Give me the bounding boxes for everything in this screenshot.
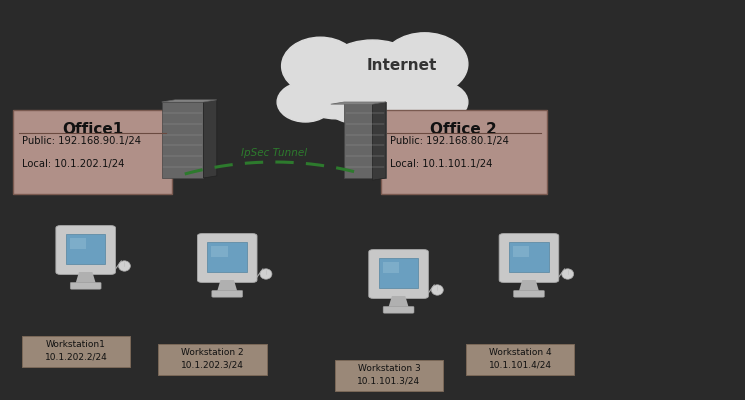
FancyBboxPatch shape (66, 234, 105, 264)
Ellipse shape (277, 82, 334, 122)
FancyBboxPatch shape (70, 282, 101, 289)
Text: IpSec Tunnel: IpSec Tunnel (241, 148, 307, 158)
FancyBboxPatch shape (208, 242, 247, 272)
Polygon shape (372, 102, 386, 180)
Text: Public: 192.168.80.1/24: Public: 192.168.80.1/24 (390, 136, 509, 146)
Text: Local: 10.1.101.1/24: Local: 10.1.101.1/24 (390, 159, 492, 169)
FancyBboxPatch shape (513, 290, 545, 297)
Ellipse shape (562, 269, 574, 279)
Text: Workstation 2
10.1.202.3/24: Workstation 2 10.1.202.3/24 (181, 348, 244, 370)
FancyBboxPatch shape (212, 246, 228, 257)
FancyBboxPatch shape (22, 336, 130, 367)
Text: Local: 10.1.202.1/24: Local: 10.1.202.1/24 (22, 159, 124, 169)
FancyBboxPatch shape (197, 234, 257, 282)
FancyBboxPatch shape (212, 290, 243, 297)
FancyBboxPatch shape (379, 258, 418, 288)
Polygon shape (331, 102, 386, 104)
Text: Office1: Office1 (62, 122, 124, 137)
Polygon shape (389, 296, 408, 307)
Polygon shape (218, 280, 237, 291)
FancyBboxPatch shape (56, 226, 115, 274)
FancyBboxPatch shape (158, 344, 267, 375)
FancyBboxPatch shape (510, 242, 548, 272)
Ellipse shape (299, 69, 371, 119)
FancyBboxPatch shape (335, 360, 443, 391)
Ellipse shape (431, 285, 443, 295)
Text: Internet: Internet (367, 58, 437, 74)
FancyBboxPatch shape (294, 88, 451, 115)
Text: Public: 192.168.90.1/24: Public: 192.168.90.1/24 (22, 136, 142, 146)
FancyBboxPatch shape (383, 306, 414, 313)
FancyBboxPatch shape (383, 262, 399, 273)
Polygon shape (162, 102, 203, 178)
Text: Workstation 3
10.1.101.3/24: Workstation 3 10.1.101.3/24 (358, 364, 420, 386)
Ellipse shape (381, 33, 468, 95)
FancyBboxPatch shape (513, 246, 530, 257)
FancyBboxPatch shape (466, 344, 574, 375)
FancyBboxPatch shape (13, 110, 172, 194)
Polygon shape (76, 272, 95, 283)
Ellipse shape (282, 37, 359, 95)
Ellipse shape (319, 40, 426, 116)
Ellipse shape (374, 69, 446, 119)
Polygon shape (519, 280, 539, 291)
Polygon shape (344, 102, 386, 178)
Text: Office 2: Office 2 (431, 122, 497, 137)
Ellipse shape (260, 269, 272, 279)
Ellipse shape (118, 261, 130, 271)
FancyBboxPatch shape (499, 234, 559, 282)
FancyBboxPatch shape (369, 250, 428, 298)
FancyBboxPatch shape (70, 238, 86, 249)
Polygon shape (162, 100, 217, 102)
FancyBboxPatch shape (381, 110, 547, 194)
Text: Workstation 4
10.1.101.4/24: Workstation 4 10.1.101.4/24 (489, 348, 551, 370)
Polygon shape (203, 100, 217, 178)
Ellipse shape (324, 82, 421, 126)
Text: Workstation1
10.1.202.2/24: Workstation1 10.1.202.2/24 (45, 340, 107, 362)
Ellipse shape (411, 82, 468, 122)
